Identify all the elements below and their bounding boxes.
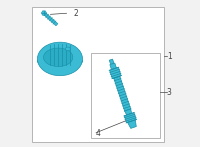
Polygon shape (41, 11, 47, 15)
Polygon shape (125, 109, 132, 115)
Text: 1: 1 (167, 52, 172, 61)
Polygon shape (43, 12, 58, 26)
Ellipse shape (37, 56, 83, 66)
Polygon shape (110, 67, 121, 79)
Ellipse shape (43, 48, 73, 66)
Polygon shape (128, 120, 136, 128)
Ellipse shape (65, 47, 70, 51)
Bar (91, 53, 160, 138)
Polygon shape (109, 59, 114, 64)
Polygon shape (110, 63, 116, 70)
Text: 4: 4 (96, 129, 101, 138)
Polygon shape (114, 76, 131, 111)
Ellipse shape (37, 42, 83, 76)
Text: 3: 3 (167, 88, 172, 97)
Polygon shape (124, 113, 136, 123)
Text: 2: 2 (74, 9, 78, 18)
